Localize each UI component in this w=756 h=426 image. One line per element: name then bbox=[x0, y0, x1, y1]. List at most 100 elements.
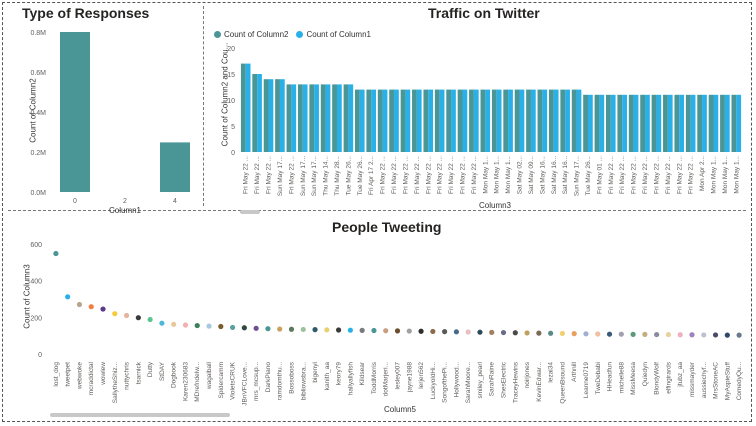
bar-column1[interactable] bbox=[405, 89, 411, 152]
point-Bossoboss[interactable] bbox=[288, 326, 295, 332]
bar-column1[interactable] bbox=[439, 89, 445, 152]
point-missmayder[interactable] bbox=[689, 332, 695, 338]
bar-column1[interactable] bbox=[530, 89, 536, 152]
bar-column1[interactable] bbox=[610, 94, 616, 152]
bar-column1[interactable] bbox=[542, 89, 548, 152]
bar-column2[interactable] bbox=[617, 94, 623, 152]
bar-column2[interactable] bbox=[320, 84, 326, 152]
bar-4[interactable] bbox=[160, 142, 190, 192]
point-bibliowsbra...[interactable] bbox=[300, 326, 306, 333]
point-michelle88[interactable] bbox=[618, 331, 624, 337]
bar-column2[interactable] bbox=[355, 89, 360, 152]
bar-column2[interactable] bbox=[697, 94, 703, 152]
bar-column2[interactable] bbox=[606, 94, 611, 152]
twitter-scrollbar[interactable] bbox=[240, 210, 260, 214]
bar-column1[interactable] bbox=[336, 84, 342, 152]
point-keory79[interactable] bbox=[336, 327, 342, 333]
bar-column2[interactable] bbox=[560, 89, 566, 152]
point-MrsStoneAC[interactable] bbox=[712, 332, 719, 338]
bar-column2[interactable] bbox=[286, 84, 292, 152]
point-Dutty[interactable] bbox=[147, 316, 153, 323]
point-ShesElectric[interactable] bbox=[500, 329, 507, 336]
bar-column2[interactable] bbox=[240, 63, 246, 152]
bar-column1[interactable] bbox=[702, 94, 707, 152]
point-ComedyQu...[interactable] bbox=[736, 332, 742, 338]
point-bigenyi[interactable] bbox=[312, 327, 318, 333]
bar-column2[interactable] bbox=[332, 84, 337, 152]
bar-column1[interactable] bbox=[382, 89, 388, 152]
bar-column2[interactable] bbox=[263, 79, 269, 152]
point-mrs_mcsup...[interactable] bbox=[253, 325, 259, 331]
point-Quiedyn[interactable] bbox=[642, 331, 648, 337]
bar-column1[interactable] bbox=[599, 94, 605, 152]
point-Leanne0719[interactable] bbox=[583, 331, 589, 337]
bar-column1[interactable] bbox=[325, 84, 331, 152]
point-TweDebabi[interactable] bbox=[595, 331, 601, 337]
bar-column2[interactable] bbox=[628, 94, 634, 152]
bar-column2[interactable] bbox=[491, 89, 497, 152]
point-dotMarjeri...[interactable] bbox=[383, 328, 389, 334]
bar-column1[interactable] bbox=[519, 89, 525, 152]
bar-column2[interactable] bbox=[252, 74, 258, 152]
bar-column1[interactable] bbox=[359, 89, 365, 152]
bar-column2[interactable] bbox=[537, 89, 543, 152]
bar-column2[interactable] bbox=[571, 89, 577, 152]
point-wowlew[interactable] bbox=[100, 306, 106, 312]
point-lezai34[interactable] bbox=[548, 330, 554, 336]
bar-column1[interactable] bbox=[724, 94, 730, 152]
bar-column2[interactable] bbox=[309, 84, 315, 152]
bar-column2[interactable] bbox=[720, 94, 725, 152]
responses-chart[interactable]: 0.0M 0.2M 0.4M 0.6M 0.8M 0 2 4 bbox=[0, 0, 210, 210]
bar-column1[interactable] bbox=[394, 89, 399, 152]
legend-item-column2[interactable]: Count of Column2 bbox=[214, 30, 288, 39]
bar-column2[interactable] bbox=[674, 94, 680, 152]
point-MissMeesa[interactable] bbox=[630, 331, 636, 337]
bar-column1[interactable] bbox=[257, 74, 262, 152]
bar-column1[interactable] bbox=[473, 89, 479, 152]
point-Spidercamm[interactable] bbox=[218, 323, 224, 330]
point-smiley_pearl[interactable] bbox=[477, 329, 483, 335]
point-SongofthePi...[interactable] bbox=[442, 329, 448, 335]
bar-column1[interactable] bbox=[553, 89, 559, 152]
bar-column2[interactable] bbox=[548, 89, 554, 152]
bar-column2[interactable] bbox=[651, 94, 657, 152]
bar-column2[interactable] bbox=[377, 89, 383, 152]
bar-column1[interactable] bbox=[279, 79, 285, 152]
bar-column1[interactable] bbox=[245, 63, 251, 152]
bar-column1[interactable] bbox=[690, 94, 696, 152]
bar-column2[interactable] bbox=[708, 94, 714, 152]
legend-item-column1[interactable]: Count of Column1 bbox=[296, 30, 371, 39]
point-lerjen562[interactable] bbox=[418, 328, 424, 334]
point-Karen230683[interactable] bbox=[182, 322, 189, 328]
bar-column2[interactable] bbox=[457, 89, 463, 152]
point-TraceyHewins[interactable] bbox=[512, 330, 518, 336]
bar-column1[interactable] bbox=[348, 84, 354, 152]
point-jayne1988[interactable] bbox=[406, 328, 412, 334]
bar-column2[interactable] bbox=[514, 89, 520, 152]
bar-column2[interactable] bbox=[366, 89, 372, 152]
bar-column1[interactable] bbox=[416, 89, 422, 152]
point-VioletsCRUK[interactable] bbox=[229, 324, 236, 331]
bar-column1[interactable] bbox=[679, 94, 685, 152]
point-lost_dog[interactable] bbox=[53, 250, 59, 257]
point-Arthnill[interactable] bbox=[571, 331, 577, 337]
point-Dogbook[interactable] bbox=[171, 321, 177, 327]
bar-column2[interactable] bbox=[503, 89, 509, 152]
bar-column1[interactable] bbox=[645, 94, 650, 152]
bar-column2[interactable] bbox=[583, 94, 588, 152]
bar-column1[interactable] bbox=[371, 89, 376, 152]
point-HHeadfun[interactable] bbox=[606, 331, 613, 337]
bar-column1[interactable] bbox=[496, 89, 502, 152]
bar-column1[interactable] bbox=[656, 94, 662, 152]
point-noirjones[interactable] bbox=[524, 330, 530, 336]
point-nuttychris[interactable] bbox=[123, 312, 130, 319]
point-SallytheShiz...[interactable] bbox=[112, 311, 118, 317]
bar-column2[interactable] bbox=[400, 89, 406, 152]
people-scrollbar[interactable] bbox=[50, 413, 230, 417]
bar-column1[interactable] bbox=[485, 89, 491, 152]
bar-column1[interactable] bbox=[302, 84, 308, 152]
point-hallyallyfish[interactable] bbox=[347, 327, 353, 333]
bar-column2[interactable] bbox=[275, 79, 280, 152]
